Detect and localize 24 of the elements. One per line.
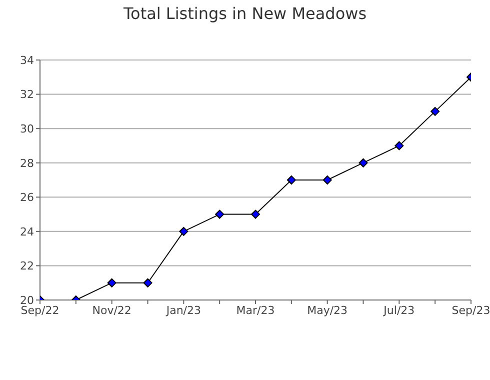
y-tick-label: 22	[20, 260, 34, 273]
y-tick-label: 24	[20, 225, 34, 238]
point	[286, 176, 296, 184]
chart-title: Total Listings in New Meadows	[122, 4, 368, 23]
point	[179, 226, 188, 236]
x-tick-label: May/23	[307, 304, 348, 317]
x-tick-label: Nov/22	[92, 304, 132, 317]
y-tick-label: 34	[20, 54, 34, 67]
point	[251, 210, 260, 219]
x-tick-label: Mar/23	[236, 304, 275, 317]
y-tick-label: 32	[20, 88, 34, 102]
point	[430, 106, 440, 116]
point	[107, 278, 116, 288]
point	[358, 158, 368, 168]
x-tick-label: Sep/23	[452, 304, 490, 317]
point	[143, 278, 152, 288]
point	[215, 210, 224, 219]
point	[394, 141, 404, 150]
x-tick-label: Jan/23	[165, 304, 202, 317]
point	[322, 176, 332, 184]
y-tick-label: 28	[20, 156, 34, 170]
x-tick-label: Jul/23	[382, 304, 415, 317]
y-tick-label: 26	[20, 191, 34, 204]
y-tick-label: 30	[20, 122, 34, 136]
